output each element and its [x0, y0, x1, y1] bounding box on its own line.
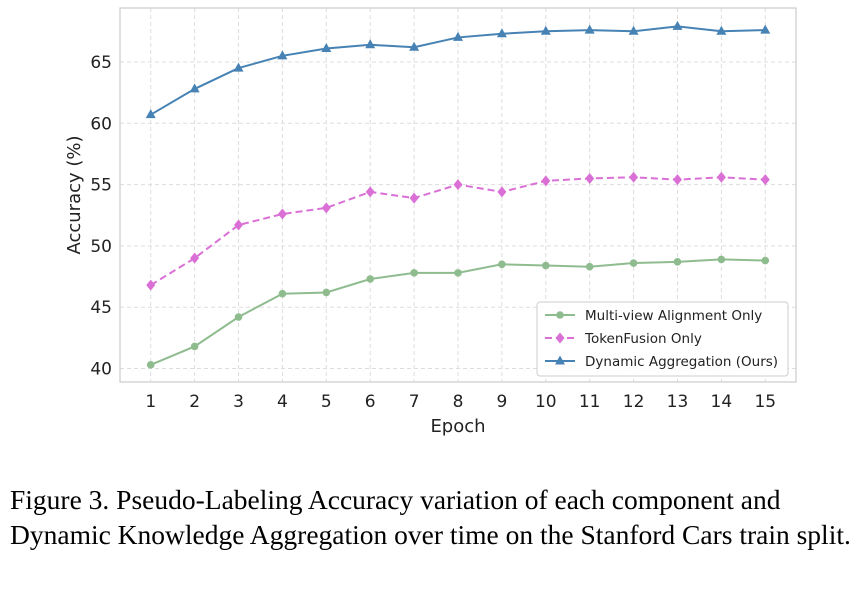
x-tick-label: 12 [623, 392, 645, 412]
data-point [717, 255, 726, 264]
data-point [585, 172, 595, 184]
data-point [498, 260, 506, 269]
data-point [453, 31, 463, 41]
y-tick-label: 45 [90, 298, 112, 318]
y-axis-label: Accuracy (%) [64, 135, 85, 254]
x-tick-label: 5 [321, 392, 332, 412]
data-point [672, 174, 682, 186]
y-tick-label: 50 [90, 237, 112, 257]
data-point [278, 289, 287, 298]
data-point [321, 42, 332, 52]
plot-frame [119, 7, 797, 383]
data-point [234, 313, 243, 321]
legend-label: Multi-view Alignment Only [585, 308, 762, 324]
x-tick-label: 7 [409, 392, 420, 412]
data-point [365, 39, 376, 49]
legend-box [536, 301, 789, 377]
data-point [496, 28, 507, 38]
data-point [409, 41, 420, 51]
x-tick-label: 4 [277, 392, 288, 412]
data-point [541, 261, 550, 270]
legend-marker [556, 311, 564, 319]
x-axis-label: Epoch [430, 416, 485, 437]
data-point [584, 24, 595, 34]
data-point [629, 259, 638, 267]
data-point [716, 25, 727, 35]
data-point [410, 269, 418, 277]
data-point [277, 50, 288, 60]
data-point [629, 171, 639, 183]
y-tick-label: 65 [90, 53, 112, 73]
data-point [189, 83, 200, 93]
data-point [585, 262, 594, 271]
data-point [146, 279, 156, 291]
x-tick-label: 8 [453, 392, 464, 412]
data-point [365, 186, 375, 198]
data-point [322, 288, 331, 297]
data-point [409, 192, 419, 204]
x-tick-label: 6 [365, 392, 376, 412]
y-tick-label: 60 [90, 114, 112, 134]
data-point [321, 202, 331, 214]
data-point [673, 258, 682, 266]
data-point [628, 25, 639, 35]
series-2 [145, 20, 771, 119]
data-point [190, 342, 199, 351]
data-point [453, 179, 463, 191]
x-tick-label: 3 [233, 392, 244, 412]
y-tick-label: 40 [90, 360, 112, 380]
data-point [497, 186, 507, 198]
data-point [146, 361, 155, 369]
x-tick-label: 14 [711, 392, 733, 412]
x-tick-label: 11 [579, 392, 601, 412]
x-tick-label: 10 [535, 392, 557, 412]
data-point [540, 25, 551, 35]
data-point [716, 171, 726, 183]
data-point [366, 275, 375, 283]
x-tick-label: 2 [189, 392, 200, 412]
legend-label: Dynamic Aggregation (Ours) [585, 354, 778, 370]
data-point [760, 174, 770, 186]
x-tick-label: 13 [667, 392, 689, 412]
figure-caption: Figure 3. Pseudo-Labeling Accuracy varia… [10, 484, 851, 550]
data-point [190, 252, 200, 264]
legend-marker [555, 332, 565, 344]
legend-marker [555, 355, 565, 365]
data-point [233, 62, 244, 72]
x-tick-label: 15 [754, 392, 776, 412]
legend: Multi-view Alignment Only TokenFusion Onl… [536, 301, 789, 377]
data-point [234, 219, 244, 231]
series-1 [146, 171, 770, 291]
data-point [761, 256, 770, 265]
data-point [541, 175, 551, 187]
data-point [760, 24, 771, 34]
y-tick-label: 55 [90, 176, 112, 196]
data-point [454, 269, 462, 277]
legend-label: TokenFusion Only [584, 331, 702, 347]
x-tick-label: 9 [496, 392, 507, 412]
data-point [145, 109, 156, 119]
x-tick-label: 1 [145, 392, 156, 412]
series-0 [146, 255, 770, 369]
data-point [672, 20, 683, 30]
data-point [277, 208, 287, 220]
